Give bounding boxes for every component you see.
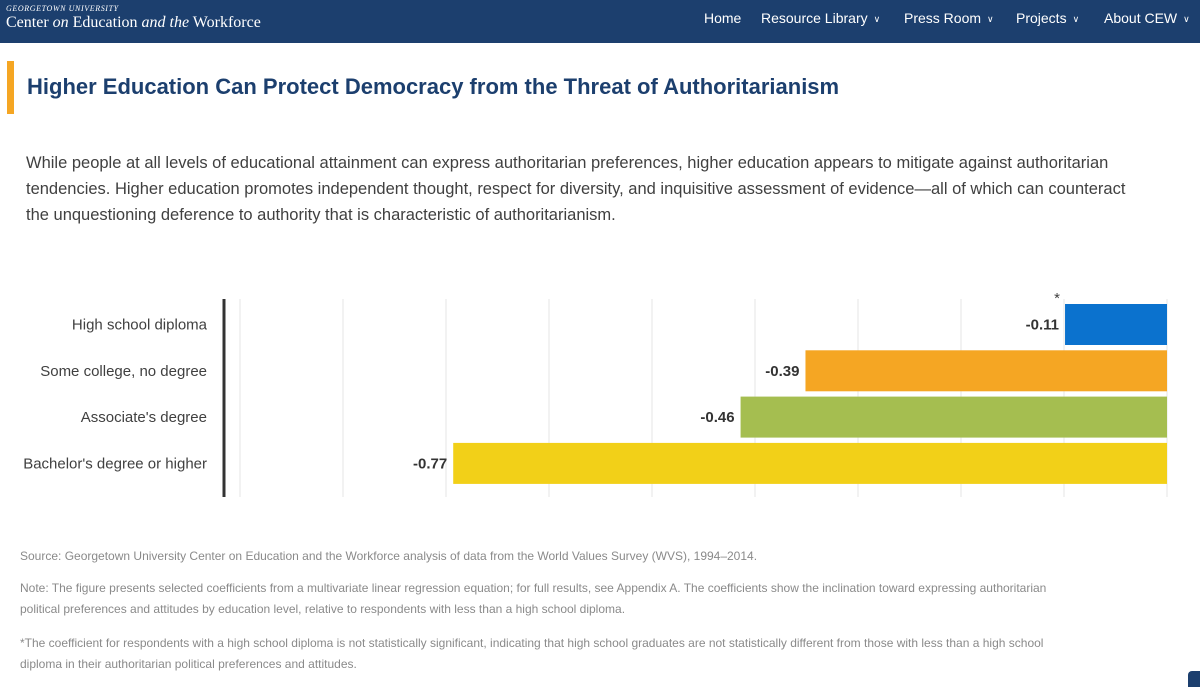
category-label: Bachelor's degree or higher	[23, 455, 207, 472]
chevron-down-icon: ∨	[987, 14, 994, 24]
site-logo[interactable]: Georgetown University Center on Educatio…	[6, 4, 261, 33]
source-note: Source: Georgetown University Center on …	[20, 549, 758, 563]
category-label: Some college, no degree	[40, 363, 207, 380]
feedback-tab[interactable]	[1188, 671, 1200, 687]
nav-resource-library[interactable]: Resource Library ∨	[761, 10, 881, 26]
chevron-down-icon: ∨	[1183, 14, 1190, 24]
significance-asterisk: *	[1054, 290, 1060, 307]
nav-press-room[interactable]: Press Room ∨	[904, 10, 994, 26]
page-title: Higher Education Can Protect Democracy f…	[27, 74, 840, 99]
site-header: Georgetown University Center on Educatio…	[0, 0, 1200, 43]
bar	[805, 350, 1167, 392]
bar	[1065, 304, 1167, 345]
chevron-down-icon: ∨	[873, 14, 881, 24]
title-accent-bar	[7, 61, 14, 114]
chart-marks: High school diploma -0.11 * Some college, n…	[23, 290, 1168, 484]
category-label: High school diploma	[72, 317, 208, 334]
value-label: -0.39	[765, 363, 799, 380]
logo-university: Georgetown University	[6, 4, 119, 13]
bar-chart: High school diploma -0.11 * Some college, n…	[23, 290, 1168, 497]
bar	[453, 442, 1168, 484]
value-label: -0.46	[700, 409, 734, 426]
nav-projects[interactable]: Projects ∨	[1016, 10, 1080, 26]
bar	[740, 396, 1167, 438]
value-label: -0.77	[413, 455, 447, 472]
nav-about-cew[interactable]: About CEW ∨	[1104, 10, 1190, 26]
footnote: *The coefficient for respondents with a …	[20, 636, 1044, 671]
logo-center-name: Center on Education and the Workforce	[6, 14, 261, 31]
nav-home[interactable]: Home	[704, 10, 742, 26]
intro-paragraph: While people at all levels of educationa…	[26, 154, 1126, 224]
methodology-note: Note: The figure presents selected coeff…	[20, 581, 1047, 616]
chevron-down-icon: ∨	[1072, 14, 1080, 24]
value-label: -0.11	[1026, 317, 1059, 334]
category-label: Associate's degree	[81, 409, 207, 426]
